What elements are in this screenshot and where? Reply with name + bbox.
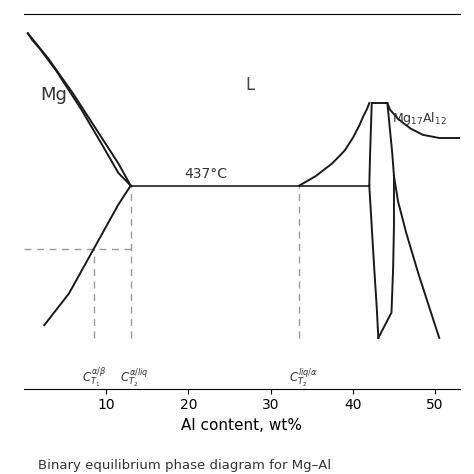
Text: Binary equilibrium phase diagram for Mg–Al: Binary equilibrium phase diagram for Mg–… xyxy=(38,459,331,472)
Text: Mg: Mg xyxy=(40,86,67,104)
Text: $C_{T_2}^{\alpha/liq}$: $C_{T_2}^{\alpha/liq}$ xyxy=(120,366,149,389)
X-axis label: Al content, wt%: Al content, wt% xyxy=(181,418,302,433)
Text: 437°C: 437°C xyxy=(184,167,227,181)
Text: $C_{T_2}^{liq/\alpha}$: $C_{T_2}^{liq/\alpha}$ xyxy=(289,366,318,389)
Text: Mg$_{17}$Al$_{12}$: Mg$_{17}$Al$_{12}$ xyxy=(392,110,447,127)
Text: L: L xyxy=(246,76,255,94)
Text: $C_{T_1}^{\alpha/\beta}$: $C_{T_1}^{\alpha/\beta}$ xyxy=(82,366,106,390)
